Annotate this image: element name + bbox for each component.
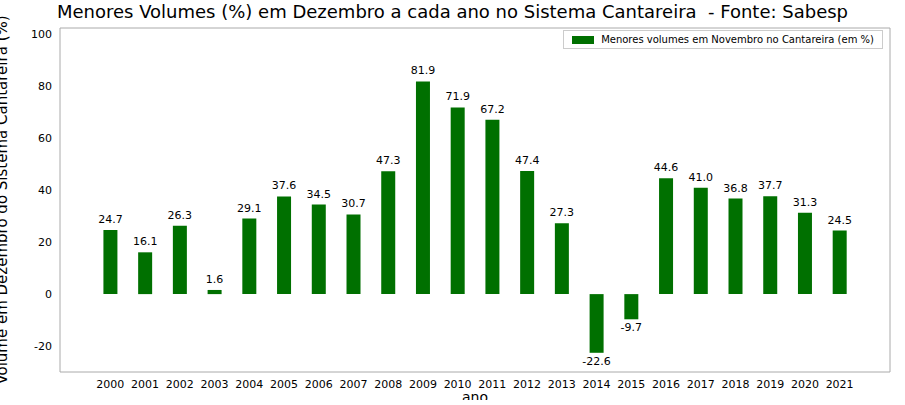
html-text:Menores volumes em Novembro no: Menores volumes em Novembro no Cantareir… <box>601 34 874 45</box>
svg-text:37.7: 37.7 <box>758 179 783 192</box>
svg-text:0: 0 <box>45 288 52 301</box>
svg-text:47.4: 47.4 <box>515 154 540 167</box>
svg-text:100: 100 <box>31 28 52 41</box>
svg-text:2001: 2001 <box>131 378 159 391</box>
svg-text:2021: 2021 <box>826 378 854 391</box>
svg-text:81.9: 81.9 <box>411 64 436 77</box>
svg-text:-22.6: -22.6 <box>582 355 610 368</box>
svg-text:16.1: 16.1 <box>133 235 158 248</box>
svg-text:2005: 2005 <box>270 378 298 391</box>
svg-text:34.5: 34.5 <box>307 188 332 201</box>
svg-text:2003: 2003 <box>201 378 229 391</box>
svg-text:2010: 2010 <box>443 377 472 391</box>
svg-text:2000: 2000 <box>96 378 124 391</box>
svg-text:2016: 2016 <box>652 378 680 391</box>
svg-text:2004: 2004 <box>235 378 263 391</box>
svg-text:2019: 2019 <box>756 378 784 391</box>
svg-text:-9.7: -9.7 <box>621 321 642 334</box>
svg-text:24.7: 24.7 <box>98 213 123 226</box>
svg-text:1.6: 1.6 <box>206 273 224 286</box>
svg-text:ano: ano <box>462 389 488 400</box>
svg-text:26.3: 26.3 <box>168 209 193 222</box>
svg-text:71.9: 71.9 <box>445 90 470 103</box>
svg-text:2014: 2014 <box>583 378 611 391</box>
svg-text:37.6: 37.6 <box>272 179 297 192</box>
svg-text:Volume em Dezembro do Sistema: Volume em Dezembro do Sistema Cantareira… <box>8 15 11 384</box>
svg-text:-20: -20 <box>34 340 52 353</box>
svg-text:2015: 2015 <box>617 378 645 391</box>
html-text:Menores Volumes (%) em Dezembr: Menores Volumes (%) em Dezembro a cada a… <box>57 1 848 22</box>
svg-text:31.3: 31.3 <box>793 196 818 209</box>
svg-text:29.1: 29.1 <box>237 202 262 215</box>
svg-text:36.8: 36.8 <box>723 182 748 195</box>
svg-text:2009: 2009 <box>409 378 437 391</box>
svg-text:2011: 2011 <box>478 377 507 391</box>
svg-text:27.3: 27.3 <box>550 206 575 219</box>
svg-text:41.0: 41.0 <box>689 171 714 184</box>
svg-text:2017: 2017 <box>687 378 715 391</box>
svg-text:20: 20 <box>38 236 52 249</box>
svg-text:2020: 2020 <box>791 378 819 391</box>
svg-text:2013: 2013 <box>548 378 576 391</box>
svg-text:24.5: 24.5 <box>827 214 852 227</box>
svg-text:2006: 2006 <box>305 378 333 391</box>
svg-text:40: 40 <box>38 184 52 197</box>
svg-text:44.6: 44.6 <box>654 161 679 174</box>
svg-text:2012: 2012 <box>513 378 541 391</box>
svg-text:30.7: 30.7 <box>341 197 366 210</box>
svg-text:2018: 2018 <box>721 378 749 391</box>
svg-text:47.3: 47.3 <box>376 154 401 167</box>
svg-text:2008: 2008 <box>374 378 402 391</box>
svg-text:67.2: 67.2 <box>480 103 505 116</box>
svg-text:2007: 2007 <box>339 378 367 391</box>
svg-text:60: 60 <box>38 132 52 145</box>
svg-text:2002: 2002 <box>166 378 194 391</box>
svg-text:80: 80 <box>38 80 52 93</box>
